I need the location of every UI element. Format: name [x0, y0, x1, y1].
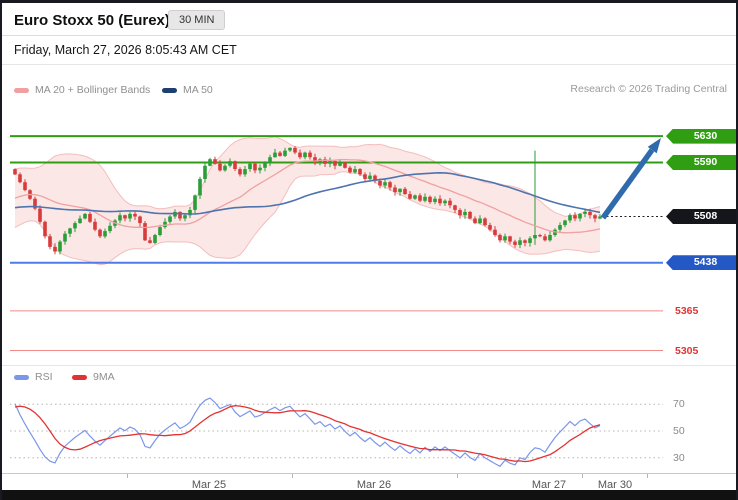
date-divider — [2, 64, 736, 65]
price-badge-5590: 5590 — [666, 155, 736, 170]
price-chart-svg — [10, 135, 665, 351]
x-tick-label-mar-30: Mar 30 — [597, 479, 633, 491]
legend-ma50: MA 50 — [162, 84, 213, 96]
ma20-line — [14, 158, 601, 234]
rsi-ma-swatch-icon — [72, 374, 87, 380]
x-tick-label-mar-27: Mar 27 — [531, 479, 567, 491]
rsi-swatch-icon — [14, 374, 29, 380]
price-badge-5630: 5630 — [666, 128, 736, 144]
x-axis-tick — [582, 474, 583, 478]
level-label-5365: 5365 — [675, 304, 699, 317]
rsi-svg — [10, 397, 663, 468]
x-axis-tick — [647, 474, 648, 478]
level-label-5305: 5305 — [675, 344, 699, 357]
price-badge-5438: 5438 — [666, 255, 736, 271]
bollinger-lower-line — [14, 171, 601, 266]
bollinger-upper-line — [14, 136, 601, 217]
ma50-line — [14, 171, 601, 215]
rsi-gridline-label-70: 70 — [673, 398, 685, 411]
trend-arrow — [600, 138, 661, 220]
x-axis-tick — [457, 474, 458, 478]
timeframe-badge[interactable]: 30 MIN — [168, 10, 226, 30]
price-badge-5508: 5508 — [666, 209, 736, 224]
x-axis-tick — [127, 474, 128, 478]
rsi-gridline-label-30: 30 — [673, 451, 685, 464]
panel-divider — [2, 365, 736, 366]
rsi-gridline-label-50: 50 — [673, 425, 685, 437]
rsi-ma-line — [14, 405, 601, 463]
instrument-title: Euro Stoxx 50 (Eurex) — [14, 12, 170, 29]
header-divider — [2, 35, 736, 36]
rsi-line — [14, 397, 601, 468]
legend-9ma: 9MA — [72, 371, 115, 383]
date-line: Friday, March 27, 2026 8:05:43 AM CET — [14, 43, 237, 57]
x-axis-tick — [292, 474, 293, 478]
rsi-panel: 70 50 30 — [2, 391, 736, 471]
rsi-legend-label: RSI — [35, 371, 53, 383]
legend-rsi: RSI — [14, 371, 53, 383]
research-credit: Research © 2026 Trading Central — [570, 83, 727, 95]
x-tick-label-mar-26: Mar 26 — [356, 479, 392, 491]
x-tick-label-mar-25: Mar 25 — [191, 479, 227, 491]
rsi-ma-legend-label: 9MA — [93, 371, 115, 383]
bollinger-swatch-icon — [14, 87, 29, 93]
candles-group — [13, 146, 602, 255]
price-chart: 5630 5590 5508 5438 5365 5305 — [2, 111, 736, 363]
bottom-bar — [2, 490, 736, 500]
ma50-swatch-icon — [162, 87, 177, 93]
legend-bollinger: MA 20 + Bollinger Bands — [14, 84, 150, 96]
ma50-legend-label: MA 50 — [183, 84, 213, 96]
x-axis-line — [2, 473, 736, 474]
bollinger-band — [15, 136, 600, 265]
bollinger-legend-label: MA 20 + Bollinger Bands — [35, 84, 151, 96]
